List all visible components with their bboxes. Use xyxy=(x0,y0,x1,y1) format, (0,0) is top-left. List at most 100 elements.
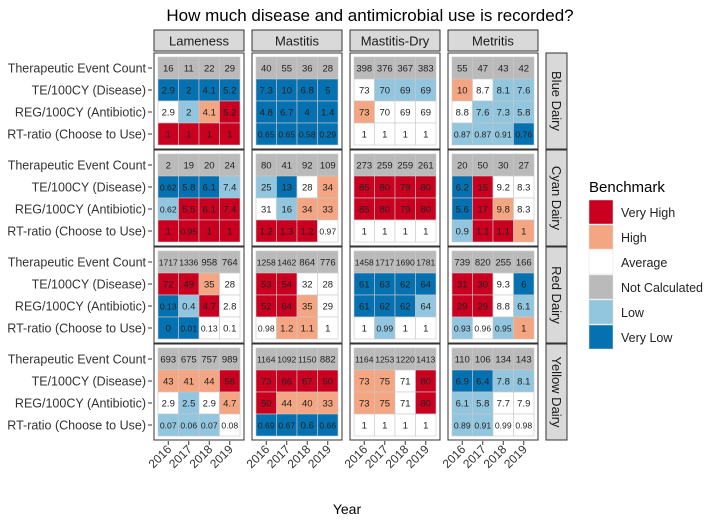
cell-value-label: 0.13 xyxy=(201,323,218,333)
y-tick-label: RT-ratio (Choose to Use) xyxy=(7,322,146,336)
cell-value-label: 764 xyxy=(222,257,238,268)
panel-yellow-dairy-mastitis: 1164 1092 1150 882 73 66 67 50 50 44 40 33 0.69 0.67 0… xyxy=(251,343,343,441)
cell-value-label: 70 xyxy=(379,85,390,96)
panel-cyan-dairy-mastitis: 80 41 92 109 25 13 28 34 31 16 34 33 1.2 1.3 1.2 0.97 xyxy=(251,149,343,247)
cell-value-label: 64 xyxy=(420,301,431,312)
cell-value-label: 958 xyxy=(201,257,217,268)
cell-value-label: 1781 xyxy=(416,257,435,267)
cell-value-label: 1 xyxy=(521,226,526,237)
cell-value-label: 80 xyxy=(420,204,431,215)
facet-strip-label: Blue Dairy xyxy=(549,71,564,131)
cell-value-label: 20 xyxy=(457,160,468,171)
cell-value-label: 0.4 xyxy=(182,301,195,312)
cell-value-label: 1413 xyxy=(416,354,435,364)
y-tick-label: REG/100CY (Antibiotic) xyxy=(15,106,146,120)
cell-value-label: 62 xyxy=(379,301,390,312)
cell-value-label: 2.9 xyxy=(162,398,175,409)
chart-title: How much disease and antimicrobial use i… xyxy=(166,6,573,25)
cell-value-label: 72 xyxy=(163,279,174,290)
cell-value-label: 0.65 xyxy=(278,129,295,139)
y-tick-label: TE/100CY (Disease) xyxy=(32,375,146,389)
cell-value-label: 0.01 xyxy=(180,323,197,333)
cell-value-label: 7.4 xyxy=(223,182,236,193)
cell-value-label: 0.9 xyxy=(456,226,469,237)
cell-value-label: 5.8 xyxy=(517,107,530,118)
cell-value-label: 0.97 xyxy=(319,226,336,236)
cell-value-label: 8.8 xyxy=(456,107,469,118)
cell-value-label: 75 xyxy=(379,376,390,387)
cell-value-label: 864 xyxy=(299,257,315,268)
cell-value-label: 73 xyxy=(359,398,370,409)
cell-value-label: 34 xyxy=(302,204,313,215)
heatmap-cell xyxy=(219,219,241,243)
cell-value-label: 1 xyxy=(403,226,408,237)
facet-strip-label: Mastitis xyxy=(275,34,320,49)
cell-value-label: 7.3 xyxy=(497,107,510,118)
cell-value-label: 7.6 xyxy=(517,85,530,96)
cell-value-label: 73 xyxy=(359,376,370,387)
cell-value-label: 0.6 xyxy=(301,420,314,431)
cell-value-label: 1 xyxy=(186,129,191,140)
cell-value-label: 79 xyxy=(400,204,411,215)
y-tick-label: Therapeutic Event Count xyxy=(8,62,147,76)
facet-strip-label: Metritis xyxy=(472,34,514,49)
cell-value-label: 2.9 xyxy=(162,85,175,96)
cell-value-label: 1 xyxy=(166,226,171,237)
cell-value-label: 44 xyxy=(281,398,292,409)
cell-value-label: 9.8 xyxy=(497,204,510,215)
cell-value-label: 73 xyxy=(359,107,370,118)
cell-value-label: 5.2 xyxy=(223,107,236,118)
cell-value-label: 2 xyxy=(166,160,171,171)
cell-value-label: 6.1 xyxy=(456,398,469,409)
cell-value-label: 54 xyxy=(281,279,292,290)
cell-value-label: 2.8 xyxy=(223,301,236,312)
cell-value-label: 35 xyxy=(204,279,215,290)
cell-value-label: 75 xyxy=(379,398,390,409)
cell-value-label: 5.5 xyxy=(182,204,195,215)
panel-yellow-dairy-metritis: 110 106 134 143 6.9 6.4 7.8 8.1 6.1 5.8 7.7 7.9 0.89… xyxy=(447,343,539,441)
legend-swatch-vh xyxy=(588,199,614,225)
cell-value-label: 398 xyxy=(356,63,372,74)
facet-strip-cyan-dairy xyxy=(545,149,568,247)
cell-value-label: 9.2 xyxy=(497,182,510,193)
cell-value-label: 73 xyxy=(261,376,272,387)
cell-value-label: 43 xyxy=(498,63,509,74)
cell-value-label: 6.7 xyxy=(280,107,293,118)
cell-value-label: 273 xyxy=(356,160,372,171)
cell-value-label: 0.98 xyxy=(258,323,275,333)
cell-value-label: 4.1 xyxy=(203,107,216,118)
cell-value-label: 55 xyxy=(281,63,292,74)
legend-label: Very Low xyxy=(621,331,673,345)
heatmap-cell xyxy=(317,219,339,243)
cell-value-label: 4.8 xyxy=(260,107,273,118)
cell-value-label: 820 xyxy=(475,257,491,268)
cell-value-label: 0.89 xyxy=(454,420,471,430)
cell-value-label: 1 xyxy=(423,226,428,237)
cell-value-label: 1 xyxy=(227,226,232,237)
cell-value-label: 0.65 xyxy=(258,129,275,139)
cell-value-label: 63 xyxy=(379,279,390,290)
cell-value-label: 367 xyxy=(397,63,413,74)
cell-value-label: 28 xyxy=(302,182,313,193)
cell-value-label: 30 xyxy=(477,279,488,290)
cell-value-label: 259 xyxy=(397,160,413,171)
heatmap-cell xyxy=(513,122,535,146)
cell-value-label: 8.8 xyxy=(497,301,510,312)
facet-strip-label: Mastitis-Dry xyxy=(361,34,430,49)
cell-value-label: 85 xyxy=(359,204,370,215)
x-tick-label: 2019 xyxy=(403,442,432,471)
cell-value-label: 1 xyxy=(325,323,330,334)
cell-value-label: 29 xyxy=(457,301,468,312)
cell-value-label: 32 xyxy=(302,279,313,290)
cell-value-label: 1 xyxy=(382,226,387,237)
cell-value-label: 20 xyxy=(204,160,215,171)
cell-value-label: 143 xyxy=(516,354,532,365)
cell-value-label: 1164 xyxy=(355,354,374,364)
cell-value-label: 1 xyxy=(423,323,428,334)
cell-value-label: 1717 xyxy=(375,257,394,267)
cell-value-label: 2.5 xyxy=(182,398,195,409)
cell-value-label: 6 xyxy=(521,279,526,290)
heatmap-cell xyxy=(219,122,241,146)
cell-value-label: 1164 xyxy=(257,354,276,364)
